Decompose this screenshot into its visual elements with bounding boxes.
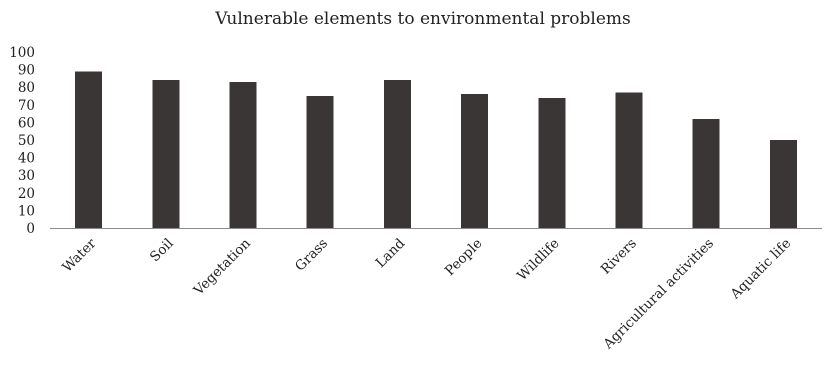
y-tick-label: 20 — [18, 186, 35, 202]
x-tick-label: Wildlife — [514, 236, 562, 284]
bar-land — [383, 80, 411, 228]
x-tick-label: Rivers — [598, 235, 640, 277]
y-tick-label: 30 — [18, 168, 35, 184]
y-tick-label: 80 — [18, 80, 35, 96]
bar-grass — [306, 96, 334, 228]
x-tick-label: Vegetation — [190, 235, 254, 299]
y-tick-label: 50 — [18, 133, 35, 149]
bar-vegetation — [229, 81, 257, 228]
y-tick-label: 90 — [18, 63, 35, 79]
x-axis-labels: Water Soil Vegetation Grass Land People Wildli… — [59, 235, 794, 353]
bar-wildlife — [538, 97, 566, 228]
bar-water — [75, 71, 103, 228]
x-tick-label: People — [442, 236, 486, 280]
bars-group — [75, 71, 797, 229]
chart-title: Vulnerable elements to environmental pro… — [214, 9, 631, 29]
x-tick-label: Soil — [147, 236, 177, 266]
bar-aquatic-life — [769, 140, 797, 228]
x-tick-label: Water — [59, 235, 99, 275]
y-tick-label: 0 — [26, 221, 35, 237]
y-tick-label: 100 — [9, 45, 35, 61]
bar-soil — [152, 80, 180, 228]
y-tick-label: 10 — [18, 203, 35, 219]
x-tick-label: Grass — [292, 235, 331, 274]
y-tick-label: 70 — [18, 98, 35, 114]
x-tick-label: Land — [373, 235, 409, 271]
bar-rivers — [615, 92, 643, 228]
bar-agricultural-activities — [692, 118, 720, 228]
bar-people — [461, 94, 489, 229]
y-tick-label: 40 — [18, 151, 35, 167]
y-tick-label: 60 — [18, 115, 35, 131]
x-tick-label: Aquatic life — [727, 236, 794, 303]
